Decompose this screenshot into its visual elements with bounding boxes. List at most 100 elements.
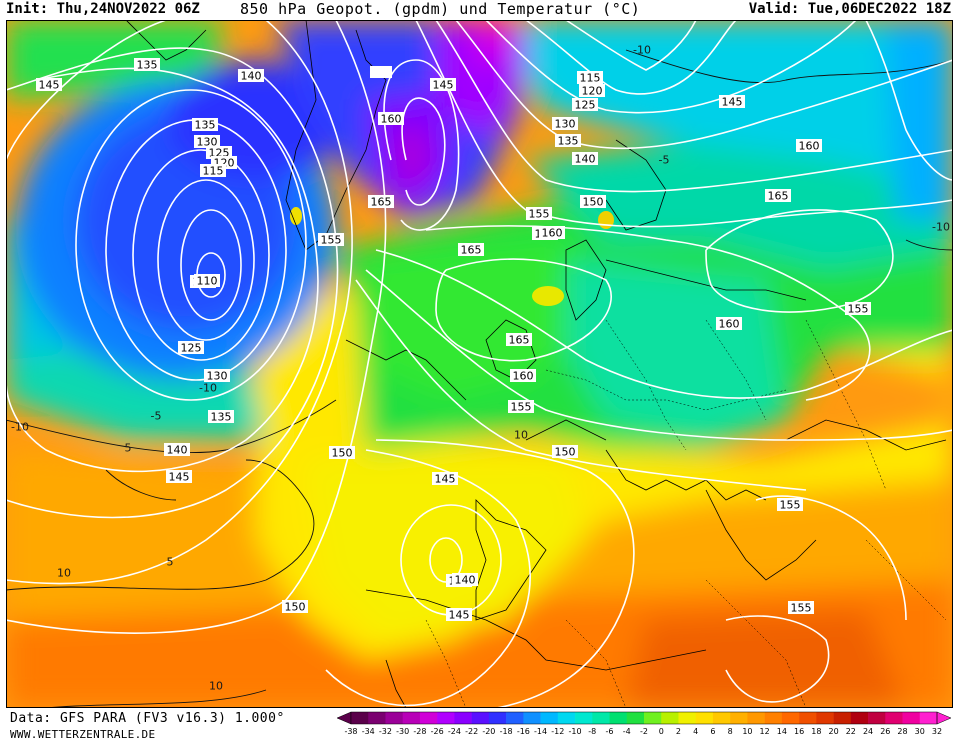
legend-swatch bbox=[661, 712, 679, 724]
legend-swatch bbox=[833, 712, 852, 724]
svg-text:115: 115 bbox=[580, 72, 601, 85]
svg-text:140: 140 bbox=[575, 153, 596, 166]
svg-text:145: 145 bbox=[722, 96, 743, 109]
contour-label: 155 bbox=[788, 601, 814, 615]
svg-text:135: 135 bbox=[558, 135, 579, 148]
legend-swatch bbox=[799, 712, 817, 724]
contour-label: 145 bbox=[166, 470, 192, 484]
svg-text:145: 145 bbox=[449, 609, 470, 622]
legend-swatch bbox=[419, 712, 438, 724]
legend-swatch bbox=[523, 712, 541, 724]
legend-swatch bbox=[506, 712, 524, 724]
legend-tick-label: 10 bbox=[742, 727, 752, 736]
warm-pocket-iceland bbox=[290, 207, 302, 225]
legend-swatch bbox=[644, 712, 662, 724]
legend-tick-label: -2 bbox=[640, 727, 648, 736]
svg-text:150: 150 bbox=[555, 446, 576, 459]
legend-tick-label: -4 bbox=[623, 727, 631, 736]
map-frame bbox=[6, 20, 953, 708]
weather-map: 135 140 145 145 135 130 125 120 115 110 … bbox=[6, 20, 953, 708]
isotherm-label: 5 bbox=[167, 556, 174, 569]
valid-time: Valid: Tue,06DEC2022 18Z bbox=[748, 1, 951, 17]
contour-label: 130 bbox=[552, 117, 578, 131]
svg-text:155: 155 bbox=[848, 303, 869, 316]
legend-swatch bbox=[730, 712, 748, 724]
contour-label: 155 bbox=[777, 498, 803, 512]
isotherm-labels: -10 -10 -5 5 -10 -5 10 10 10 5 -10 bbox=[11, 44, 950, 693]
data-source: Data: GFS PARA (FV3 v16.3) 1.000° bbox=[10, 711, 285, 726]
legend-tick-label: -28 bbox=[413, 727, 426, 736]
legend-tick-label: -20 bbox=[482, 727, 495, 736]
geopotential-labels: 135 140 145 145 135 130 125 120 115 110 … bbox=[36, 58, 871, 622]
contour-label: 160 bbox=[510, 369, 536, 383]
legend-tick-label: 32 bbox=[932, 727, 942, 736]
legend-swatch bbox=[695, 712, 714, 724]
legend-swatch bbox=[868, 712, 886, 724]
legend-tick-label: 28 bbox=[897, 727, 907, 736]
svg-text:125: 125 bbox=[575, 99, 596, 112]
legend-tick-label: 22 bbox=[846, 727, 856, 736]
contour-label: 140 bbox=[238, 69, 264, 83]
contour-label: 130 bbox=[194, 135, 220, 149]
low-center-labels: 110 140 bbox=[194, 274, 478, 587]
iberian-low-center: 140 bbox=[452, 573, 478, 587]
legend-swatch bbox=[368, 712, 386, 724]
isotherm-label: 10 bbox=[209, 680, 223, 693]
svg-text:140: 140 bbox=[455, 574, 476, 587]
contour-label: 145 bbox=[36, 78, 62, 92]
country-borders bbox=[425, 319, 947, 708]
legend-swatch bbox=[712, 712, 731, 724]
contour-label: 125 bbox=[572, 98, 598, 112]
contour-label: 135 bbox=[208, 410, 234, 424]
color-scale-legend: -38 -34 -32 -30 -28 -26 -24 -22 -20 -18 -16 -14 -12-… bbox=[336, 711, 952, 736]
svg-text:150: 150 bbox=[583, 196, 604, 209]
svg-text:160: 160 bbox=[381, 113, 402, 126]
legend-swatch bbox=[781, 712, 800, 724]
contour-label: 145 bbox=[430, 78, 456, 92]
legend-tick-label: -18 bbox=[500, 727, 513, 736]
legend-tick-label: 2 bbox=[676, 727, 681, 736]
svg-text:125: 125 bbox=[181, 342, 202, 355]
header-bar: Init: Thu,24NOV2022 06Z 850 hPa Geopot. … bbox=[0, 0, 959, 20]
legend-tick-label: -24 bbox=[448, 727, 461, 736]
svg-text:155: 155 bbox=[529, 208, 550, 221]
legend-tick-label: -32 bbox=[379, 727, 392, 736]
contour-label: 140 bbox=[164, 443, 190, 457]
isotherm-label: -10 bbox=[633, 44, 651, 57]
svg-text:150: 150 bbox=[332, 447, 353, 460]
svg-text:130: 130 bbox=[207, 370, 228, 383]
svg-text:150: 150 bbox=[285, 601, 306, 614]
contour-label: 155 bbox=[845, 302, 871, 316]
legend-swatch bbox=[816, 712, 834, 724]
legend-tick-label: 4 bbox=[693, 727, 698, 736]
legend-tick-label: 16 bbox=[794, 727, 804, 736]
legend-swatch bbox=[626, 712, 645, 724]
legend-swatch bbox=[609, 712, 628, 724]
legend-tick-label: -30 bbox=[396, 727, 409, 736]
contour-label: 125 bbox=[178, 341, 204, 355]
contour-label: 165 bbox=[368, 195, 394, 209]
contour-label: 160 bbox=[539, 226, 565, 240]
svg-text:160: 160 bbox=[513, 370, 534, 383]
legend-tick-label: -8 bbox=[588, 727, 596, 736]
legend-swatch bbox=[437, 712, 455, 724]
legend-swatch bbox=[385, 712, 404, 724]
svg-text:115: 115 bbox=[203, 165, 224, 178]
isotherm-label: -10 bbox=[932, 221, 950, 234]
legend-swatch bbox=[764, 712, 783, 724]
contour-label: 145 bbox=[432, 472, 458, 486]
contour-label: 160 bbox=[378, 112, 404, 126]
contour-label: 135 bbox=[134, 58, 160, 72]
footer-bar: Data: GFS PARA (FV3 v16.3) 1.000° WWW.WE… bbox=[0, 708, 959, 741]
svg-text:160: 160 bbox=[542, 227, 563, 240]
legend-swatch bbox=[678, 712, 697, 724]
isotherm-label: -5 bbox=[151, 410, 162, 423]
contour-label: 155 bbox=[508, 400, 534, 414]
init-time: Init: Thu,24NOV2022 06Z bbox=[6, 1, 200, 17]
legend-swatch bbox=[540, 712, 559, 724]
contour-label: 115 bbox=[577, 71, 603, 85]
temperature-field-shading bbox=[6, 20, 953, 708]
legend-tick-label: -22 bbox=[465, 727, 478, 736]
contour-label: 135 bbox=[192, 118, 218, 132]
legend-tick-label: 20 bbox=[828, 727, 838, 736]
